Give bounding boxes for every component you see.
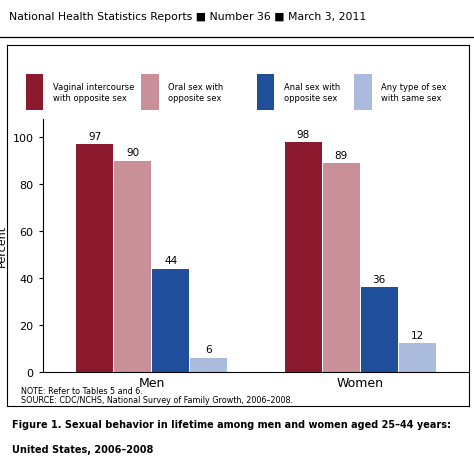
FancyBboxPatch shape: [354, 75, 372, 111]
Text: Figure 1. Sexual behavior in lifetime among men and women aged 25–44 years:: Figure 1. Sexual behavior in lifetime am…: [12, 419, 451, 429]
FancyBboxPatch shape: [257, 75, 274, 111]
FancyBboxPatch shape: [26, 75, 44, 111]
Text: 98: 98: [297, 129, 310, 139]
Text: Any type of sex
with same sex: Any type of sex with same sex: [381, 83, 446, 103]
Text: Anal sex with
opposite sex: Anal sex with opposite sex: [284, 83, 340, 103]
Bar: [323, 164, 360, 372]
Text: 36: 36: [373, 274, 386, 284]
Bar: [285, 143, 322, 372]
Bar: [152, 269, 189, 372]
Bar: [190, 358, 227, 372]
Text: 89: 89: [335, 150, 348, 160]
Text: Oral sex with
opposite sex: Oral sex with opposite sex: [168, 83, 223, 103]
Text: SOURCE: CDC/NCHS, National Survey of Family Growth, 2006–2008.: SOURCE: CDC/NCHS, National Survey of Fam…: [21, 396, 293, 404]
Text: 97: 97: [88, 132, 101, 141]
Bar: [76, 145, 113, 372]
Text: 90: 90: [126, 148, 139, 158]
Text: National Health Statistics Reports ■ Number 36 ■ March 3, 2011: National Health Statistics Reports ■ Num…: [9, 12, 367, 22]
Text: Vaginal intercourse
with opposite sex: Vaginal intercourse with opposite sex: [53, 83, 134, 103]
Text: NOTE: Refer to Tables 5 and 6.: NOTE: Refer to Tables 5 and 6.: [21, 386, 143, 395]
FancyBboxPatch shape: [141, 75, 159, 111]
Bar: [114, 162, 151, 372]
Y-axis label: Percent: Percent: [0, 224, 7, 267]
Text: 12: 12: [410, 330, 424, 340]
Text: 6: 6: [205, 344, 212, 354]
Bar: [361, 288, 398, 372]
Text: 44: 44: [164, 256, 177, 265]
Text: United States, 2006–2008: United States, 2006–2008: [12, 444, 153, 454]
Bar: [399, 344, 436, 372]
